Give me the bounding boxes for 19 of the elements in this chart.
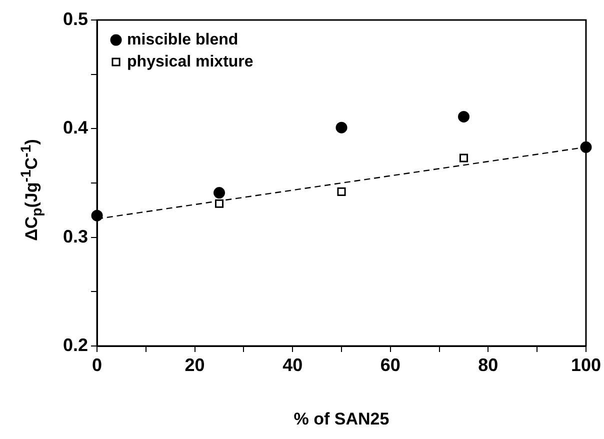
point <box>214 199 224 208</box>
x-tick-label: 100 <box>570 354 602 375</box>
y-tick-label: 0.4 <box>62 118 88 138</box>
point <box>214 187 226 199</box>
x-tick-label: 60 <box>380 354 400 375</box>
x-axis-title: % of SAN25 <box>294 409 390 428</box>
x-tick-label: 40 <box>282 354 303 375</box>
x-tick-label: 80 <box>478 354 498 375</box>
y-tick-label: 0.3 <box>62 226 88 246</box>
point <box>336 122 348 134</box>
point <box>459 154 468 162</box>
point <box>458 110 470 122</box>
x-tick-label: 20 <box>184 354 205 375</box>
y-tick-label: 0.5 <box>62 8 88 29</box>
point <box>337 187 346 196</box>
y-tick-label: 0.2 <box>62 334 88 355</box>
x-tick-label: 0 <box>92 354 102 375</box>
legend-label: physical mixture <box>127 53 254 70</box>
legend-label: miscible blend <box>127 31 238 48</box>
